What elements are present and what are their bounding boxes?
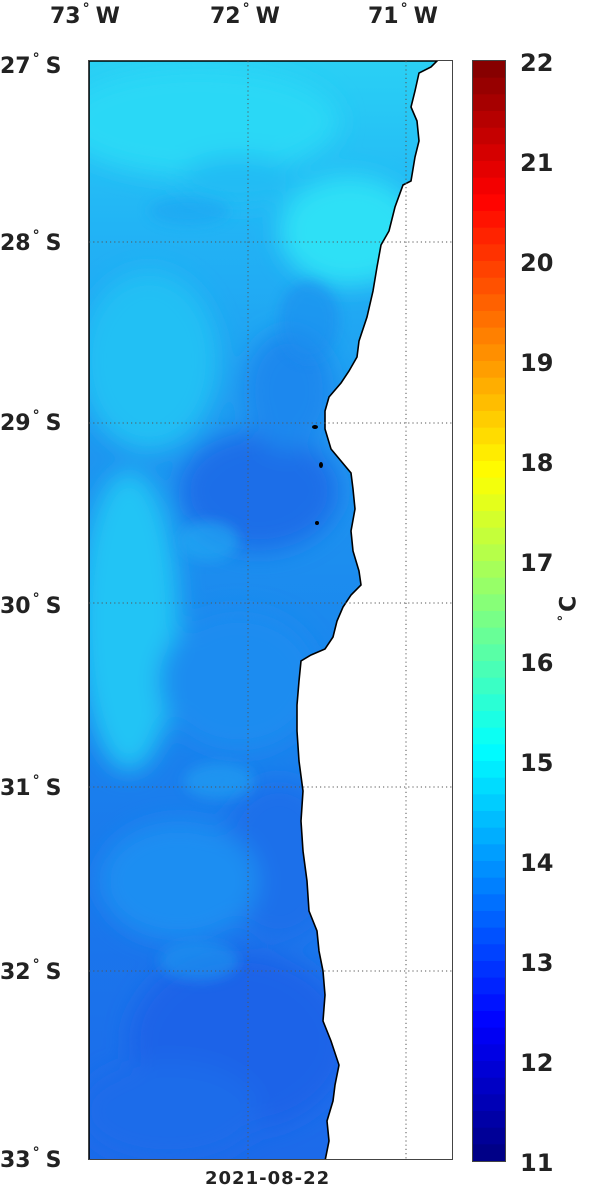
colorbar-step — [473, 511, 505, 529]
colorbar-tick-18: 18 — [520, 449, 554, 477]
colorbar-step — [473, 211, 505, 229]
colorbar-step — [473, 961, 505, 979]
colorbar-step — [473, 61, 505, 79]
colorbar-step — [473, 427, 505, 445]
colorbar-step — [473, 911, 505, 929]
colorbar-step — [473, 577, 505, 595]
lat-label-27s: 27 ° S — [0, 51, 62, 79]
colorbar-step — [473, 977, 505, 995]
colorbar-tick-20: 20 — [520, 249, 554, 277]
colorbar-step — [473, 1094, 505, 1112]
colorbar-step — [473, 327, 505, 345]
colorbar-tick-22: 22 — [520, 49, 554, 77]
colorbar-step — [473, 311, 505, 329]
colorbar-step — [473, 727, 505, 745]
lat-label-30s: 30 ° S — [0, 591, 62, 619]
colorbar-tick-21: 21 — [520, 149, 554, 177]
colorbar-step — [473, 177, 505, 195]
colorbar-step — [473, 844, 505, 862]
colorbar-step — [473, 77, 505, 95]
colorbar-step — [473, 944, 505, 962]
lat-label-33s: 33 ° S — [0, 1145, 62, 1173]
lon-label-73w: 73 ° W — [50, 1, 120, 29]
colorbar-step — [473, 661, 505, 679]
colorbar-step — [473, 561, 505, 579]
colorbar-step — [473, 611, 505, 629]
colorbar-step — [473, 594, 505, 612]
colorbar-step — [473, 144, 505, 162]
colorbar-tick-14: 14 — [520, 849, 554, 877]
colorbar-step — [473, 1027, 505, 1045]
colorbar-step — [473, 194, 505, 212]
colorbar-tick-17: 17 — [520, 549, 554, 577]
colorbar-step — [473, 111, 505, 129]
lon-label-72w: 72 ° W — [210, 1, 280, 29]
colorbar-step — [473, 1144, 505, 1162]
colorbar-step — [473, 744, 505, 762]
colorbar-step — [473, 927, 505, 945]
colorbar-step — [473, 994, 505, 1012]
colorbar-step — [473, 677, 505, 695]
colorbar-step — [473, 811, 505, 829]
colorbar-step — [473, 411, 505, 429]
colorbar-tick-16: 16 — [520, 649, 554, 677]
colorbar-tick-15: 15 — [520, 749, 554, 777]
colorbar-step — [473, 627, 505, 645]
colorbar-gradient — [473, 61, 505, 1162]
colorbar-tick-11: 11 — [520, 1149, 554, 1177]
sst-map — [88, 60, 453, 1160]
colorbar — [472, 60, 506, 1162]
colorbar-tick-19: 19 — [520, 349, 554, 377]
colorbar-step — [473, 1044, 505, 1062]
lat-label-31s: 31 ° S — [0, 773, 62, 801]
colorbar-step — [473, 127, 505, 145]
colorbar-step — [473, 1061, 505, 1079]
colorbar-step — [473, 1111, 505, 1129]
colorbar-step — [473, 277, 505, 295]
colorbar-step — [473, 644, 505, 662]
colorbar-step — [473, 894, 505, 912]
colorbar-step — [473, 694, 505, 712]
colorbar-step — [473, 494, 505, 512]
colorbar-step — [473, 1127, 505, 1145]
colorbar-step — [473, 877, 505, 895]
graticule — [89, 61, 452, 1159]
colorbar-step — [473, 394, 505, 412]
colorbar-step — [473, 444, 505, 462]
colorbar-step — [473, 161, 505, 179]
island-marker — [315, 521, 319, 525]
colorbar-step — [473, 794, 505, 812]
colorbar-step — [473, 711, 505, 729]
colorbar-step — [473, 827, 505, 845]
colorbar-step — [473, 461, 505, 479]
colorbar-step — [473, 261, 505, 279]
colorbar-step — [473, 294, 505, 312]
colorbar-tick-13: 13 — [520, 949, 554, 977]
colorbar-step — [473, 861, 505, 879]
colorbar-step — [473, 477, 505, 495]
lat-label-28s: 28 ° S — [0, 228, 62, 256]
colorbar-step — [473, 344, 505, 362]
colorbar-step — [473, 94, 505, 112]
colorbar-step — [473, 1077, 505, 1095]
colorbar-tick-12: 12 — [520, 1049, 554, 1077]
colorbar-step — [473, 544, 505, 562]
lat-label-32s: 32 ° S — [0, 957, 62, 985]
colorbar-step — [473, 527, 505, 545]
colorbar-step — [473, 227, 505, 245]
colorbar-step — [473, 244, 505, 262]
lon-label-71w: 71 ° W — [368, 1, 438, 29]
colorbar-step — [473, 1011, 505, 1029]
colorbar-unit-label: °C — [556, 595, 582, 622]
island-marker — [319, 462, 323, 468]
colorbar-step — [473, 361, 505, 379]
sst-map-svg — [89, 61, 452, 1159]
colorbar-step — [473, 777, 505, 795]
colorbar-step — [473, 377, 505, 395]
island-marker — [312, 425, 318, 429]
lat-label-29s: 29 ° S — [0, 408, 62, 436]
colorbar-step — [473, 761, 505, 779]
map-date-label: 2021-08-22 — [205, 1168, 331, 1189]
